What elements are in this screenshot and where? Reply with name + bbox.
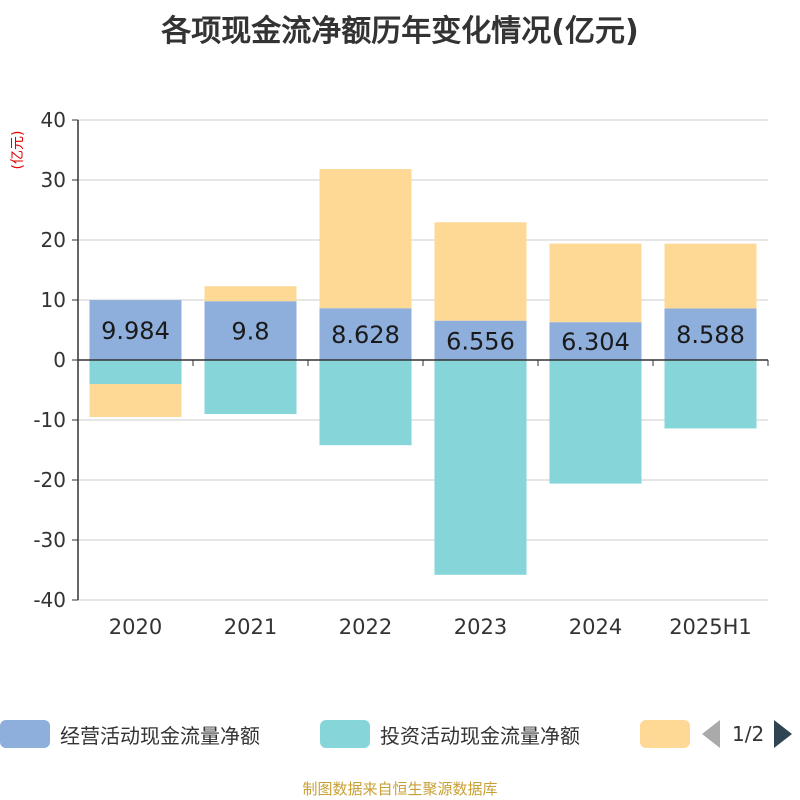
label-layer: 9.984 9.8 8.628 6.556 6.304 8.588 [101,317,745,356]
bar-third-2021 [204,286,297,302]
legend-item-third[interactable] [640,712,700,756]
grid-layer [78,119,768,601]
x-tick-label: 2020 [109,615,162,639]
bar-layer [89,169,757,575]
chart-title: 各项现金流净额历年变化情况(亿元) [161,14,639,49]
x-tick-label: 2021 [224,615,277,639]
x-tick-label: 2023 [454,615,507,639]
legend-item-operating[interactable]: 经营活动现金流量净额 [0,712,260,756]
data-label: 8.628 [331,321,400,349]
axis-layer: 40 30 20 10 0 -10 -20 -30 -40 2020 2021 2022 2023 202… [33,108,769,639]
bar-operating-2021 [204,301,297,360]
bar-investing-2024 [549,360,642,484]
bar-investing-2022 [319,360,412,446]
y-tick-label: -30 [33,528,66,552]
data-label: 6.304 [561,328,630,356]
y-tick-label: -20 [33,468,66,492]
y-tick-label: -10 [33,408,66,432]
legend: 经营活动现金流量净额 投资活动现金流量净额 1/2 [0,712,800,756]
legend-label-investing: 投资活动现金流量净额 [380,723,580,748]
x-tick-label: 2025H1 [669,615,752,639]
x-tick-label: 2022 [339,615,392,639]
bar-third-2024 [549,243,642,323]
bar-operating-2020 [89,300,182,360]
y-tick-label: 0 [53,348,66,372]
y-tick-label: 30 [41,168,66,192]
bar-chart: 40 30 20 10 0 -10 -20 -30 -40 2020 2021 2022 2023 202… [33,108,769,639]
y-tick-label: 40 [41,108,66,132]
legend-pager: 1/2 [700,712,800,756]
bar-investing-2021 [204,360,297,414]
legend-swatch-third [640,720,690,748]
bar-third-2022 [319,169,412,309]
bar-investing-2023 [434,360,527,575]
bar-operating-2022 [319,308,412,360]
x-tick-label: 2024 [569,615,622,639]
legend-item-investing[interactable]: 投资活动现金流量净额 [320,712,580,756]
bar-investing-2025H1 [664,360,757,429]
data-source-note: 制图数据来自恒生聚源数据库 [302,780,498,798]
legend-label-operating: 经营活动现金流量净额 [60,723,260,748]
data-label: 6.556 [446,327,515,355]
y-tick-label: -40 [33,588,66,612]
bar-investing-2020 [89,360,182,384]
legend-next-arrow-icon[interactable] [774,720,793,748]
bar-operating-2023 [434,320,527,360]
bar-third-2025H1 [664,243,757,309]
data-label: 9.984 [101,317,170,345]
bar-third-2020 [89,384,182,417]
data-label: 8.588 [676,321,745,349]
y-tick-label: 20 [41,228,66,252]
bar-operating-2025H1 [664,308,757,360]
bar-operating-2024 [549,322,642,360]
legend-swatch-operating [0,720,50,748]
data-label: 9.8 [231,318,269,346]
y-tick-label: 10 [41,288,66,312]
legend-page-indicator: 1/2 [732,722,765,746]
legend-prev-arrow-icon[interactable] [702,720,720,748]
bar-third-2023 [434,222,527,321]
legend-swatch-investing [320,720,370,748]
